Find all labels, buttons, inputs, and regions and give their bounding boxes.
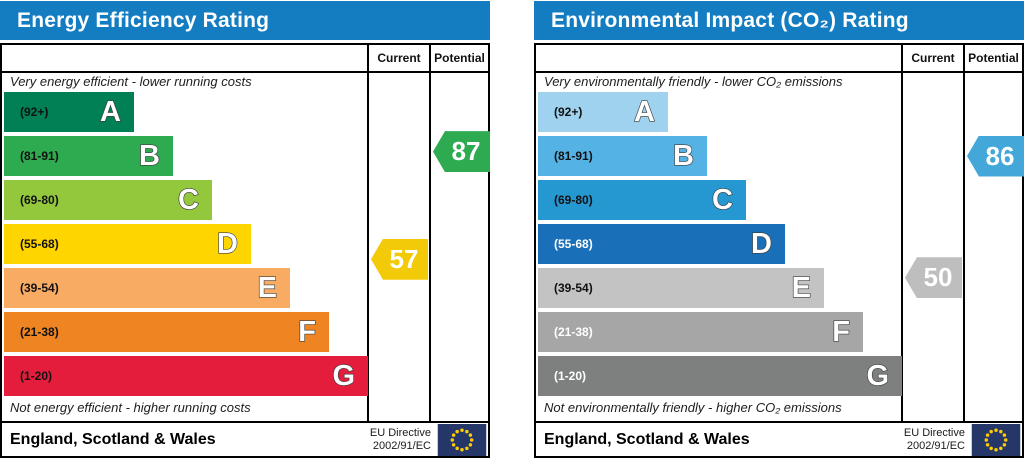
band-range-label: (81-91) <box>554 149 593 163</box>
header-divider <box>536 71 1022 73</box>
band-range-label: (21-38) <box>554 325 593 339</box>
band-range-label: (69-80) <box>20 193 59 207</box>
band-range-label: (55-68) <box>554 237 593 251</box>
band-row-b: (81-91) B <box>4 136 173 176</box>
band-row-a: (92+) A <box>4 92 134 132</box>
band-row-c: (69-80) C <box>538 180 746 220</box>
co2-rating-table: Current Potential Very environmentally f… <box>534 43 1024 458</box>
band-bar-c: (69-80) C <box>538 180 746 220</box>
band-range-label: (1-20) <box>20 369 53 383</box>
band-letter: F <box>298 315 317 348</box>
band-bar-g: (1-20) G <box>538 356 902 396</box>
band-row-f: (21-38) F <box>538 312 863 352</box>
band-letter: E <box>791 271 812 304</box>
band-bar-b: (81-91) B <box>4 136 173 176</box>
band-letter: C <box>177 183 199 216</box>
band-range-label: (1-20) <box>554 369 587 383</box>
band-row-d: (55-68) D <box>538 224 785 264</box>
band-letter: A <box>99 95 121 128</box>
potential-column-header: Potential <box>434 51 485 65</box>
region-label: England, Scotland & Wales <box>10 430 216 448</box>
eu-directive-label: EU Directive 2002/91/EC <box>369 426 431 452</box>
eu-flag-icon <box>437 423 487 456</box>
top-note: Very environmentally friendly - lower CO… <box>544 74 843 89</box>
band-bar-a: (92+) A <box>538 92 668 132</box>
band-letter: E <box>257 271 278 304</box>
band-letter: B <box>672 139 694 172</box>
band-bar-g: (1-20) G <box>4 356 368 396</box>
region-label: England, Scotland & Wales <box>544 430 750 448</box>
band-letter: D <box>216 227 238 260</box>
band-letter: A <box>633 95 655 128</box>
band-bar-f: (21-38) F <box>538 312 863 352</box>
current-column-header: Current <box>377 51 421 65</box>
band-letter: D <box>750 227 772 260</box>
band-range-label: (39-54) <box>20 281 59 295</box>
band-range-label: (69-80) <box>554 193 593 207</box>
band-range-label: (92+) <box>20 105 49 119</box>
current-rating-arrow: 57 <box>371 238 428 280</box>
header-divider <box>2 71 488 73</box>
panel-title: Energy Efficiency Rating <box>17 8 270 32</box>
column-divider <box>901 45 903 421</box>
column-divider <box>429 45 431 421</box>
energy-efficiency-panel: Energy Efficiency Rating Current Potenti… <box>0 0 490 460</box>
potential-rating-arrow: 86 <box>967 135 1024 177</box>
table-footer: England, Scotland & Wales EU Directive 2… <box>536 423 1022 456</box>
footer-divider <box>536 421 1022 423</box>
rating-bands: (92+) A (81-91) B (69-80) C (55-68) D (39-54) E (2… <box>2 45 488 456</box>
band-row-g: (1-20) G <box>538 356 902 396</box>
band-row-a: (92+) A <box>538 92 668 132</box>
band-bar-b: (81-91) B <box>538 136 707 176</box>
band-range-label: (21-38) <box>20 325 59 339</box>
panel-title: Environmental Impact (CO₂) Rating <box>551 8 909 32</box>
band-range-label: (39-54) <box>554 281 593 295</box>
potential-column-header: Potential <box>968 51 1019 65</box>
band-bar-d: (55-68) D <box>4 224 251 264</box>
potential-rating-arrow: 87 <box>433 131 490 173</box>
band-bar-e: (39-54) E <box>538 268 824 308</box>
eu-directive-label: EU Directive 2002/91/EC <box>903 426 965 452</box>
table-footer: England, Scotland & Wales EU Directive 2… <box>2 423 488 456</box>
energy-efficiency-title-bar: Energy Efficiency Rating <box>0 1 490 40</box>
band-bar-a: (92+) A <box>4 92 134 132</box>
band-letter: F <box>832 315 851 348</box>
band-letter: G <box>866 359 890 392</box>
band-bar-d: (55-68) D <box>538 224 785 264</box>
footer-divider <box>2 421 488 423</box>
band-bar-c: (69-80) C <box>4 180 212 220</box>
environmental-impact-panel: Environmental Impact (CO₂) Rating Curren… <box>534 0 1024 460</box>
bottom-note: Not environmentally friendly - higher CO… <box>544 400 842 415</box>
band-letter: B <box>138 139 160 172</box>
band-range-label: (55-68) <box>20 237 59 251</box>
band-row-f: (21-38) F <box>4 312 329 352</box>
environmental-impact-title-bar: Environmental Impact (CO₂) Rating <box>534 1 1024 40</box>
column-divider <box>367 45 369 421</box>
column-divider <box>963 45 965 421</box>
band-row-e: (39-54) E <box>538 268 824 308</box>
current-rating-arrow: 50 <box>905 257 962 299</box>
band-range-label: (81-91) <box>20 149 59 163</box>
eu-flag-icon <box>971 423 1021 456</box>
band-letter: G <box>332 359 356 392</box>
band-row-b: (81-91) B <box>538 136 707 176</box>
band-bar-f: (21-38) F <box>4 312 329 352</box>
band-bar-e: (39-54) E <box>4 268 290 308</box>
band-row-d: (55-68) D <box>4 224 251 264</box>
band-range-label: (92+) <box>554 105 583 119</box>
band-row-c: (69-80) C <box>4 180 212 220</box>
bottom-note: Not energy efficient - higher running co… <box>10 400 251 415</box>
band-letter: C <box>711 183 733 216</box>
band-row-g: (1-20) G <box>4 356 368 396</box>
band-row-e: (39-54) E <box>4 268 290 308</box>
rating-bands: (92+) A (81-91) B (69-80) C (55-68) D (39-54) E (2… <box>536 45 1022 456</box>
current-column-header: Current <box>911 51 955 65</box>
top-note: Very energy efficient - lower running co… <box>10 74 252 89</box>
